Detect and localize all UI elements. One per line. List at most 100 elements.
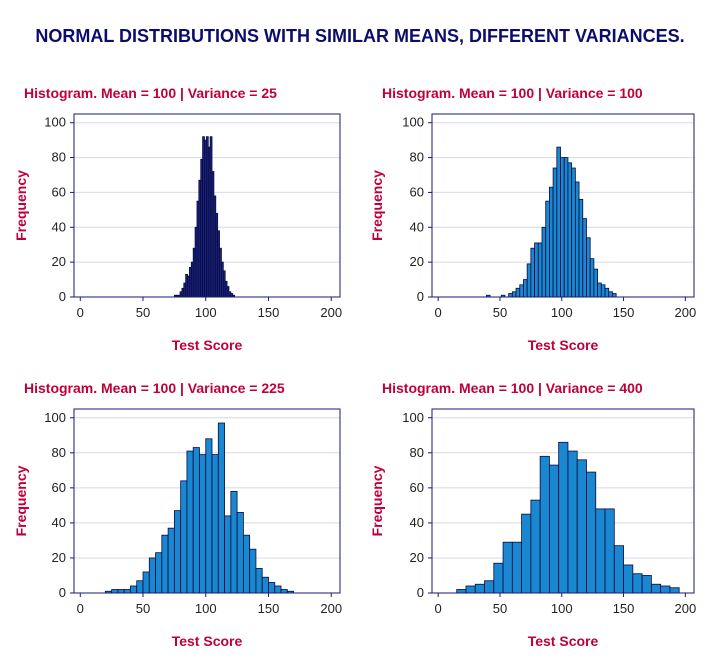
panel-title: Histogram. Mean = 100 | Variance = 225 xyxy=(24,380,285,396)
histogram-bar xyxy=(567,450,578,594)
histogram-bar xyxy=(650,583,662,594)
x-tick-label: 150 xyxy=(613,305,635,320)
y-tick-label: 100 xyxy=(402,115,424,130)
x-tick-label: 200 xyxy=(320,305,342,320)
histogram-bar xyxy=(268,582,276,594)
histogram-bar xyxy=(560,157,565,298)
histogram-bar xyxy=(474,583,485,594)
histogram-bar xyxy=(205,438,213,594)
histogram-panel-4: Histogram. Mean = 100 | Variance = 400 0 2… xyxy=(369,380,696,649)
x-tick-label: 0 xyxy=(435,305,442,320)
histogram-bar xyxy=(541,226,547,298)
histogram-bar xyxy=(604,287,610,298)
histogram-bar xyxy=(180,480,188,594)
histogram-bar xyxy=(537,242,543,298)
y-tick-label: 60 xyxy=(410,480,424,495)
histogram-bar xyxy=(508,293,513,298)
y-tick-label: 40 xyxy=(52,515,66,530)
y-axis-label: Frequency xyxy=(369,170,385,241)
histogram-bar xyxy=(641,575,652,594)
y-axis-label: Frequency xyxy=(13,465,29,536)
x-tick-label: 100 xyxy=(551,305,573,320)
histogram-bar xyxy=(519,284,524,298)
histogram-bar xyxy=(142,571,150,594)
histogram-bar xyxy=(186,450,194,594)
histogram-bar xyxy=(582,218,587,298)
histogram-bar xyxy=(217,422,225,594)
histogram-bar xyxy=(660,585,671,594)
y-tick-label: 0 xyxy=(59,585,66,600)
histogram-bar xyxy=(465,585,476,594)
histogram-bar xyxy=(623,564,634,594)
y-tick-label: 20 xyxy=(410,550,424,565)
histogram-bar xyxy=(576,459,587,594)
y-tick-label: 60 xyxy=(52,184,66,199)
histogram-bar xyxy=(534,242,539,298)
histogram-bar xyxy=(613,545,624,594)
histogram-bar xyxy=(456,589,467,594)
histogram-bar xyxy=(604,508,615,594)
histogram-bar xyxy=(511,541,522,594)
x-tick-label: 200 xyxy=(674,305,696,320)
histogram-bar xyxy=(167,527,175,594)
histogram-bar xyxy=(600,284,606,298)
histogram-bar xyxy=(192,447,200,594)
histogram-bar xyxy=(586,471,597,594)
x-tick-label: 100 xyxy=(195,601,217,616)
y-tick-label: 100 xyxy=(44,115,66,130)
histogram-bar xyxy=(261,576,269,594)
y-tick-label: 20 xyxy=(52,550,66,565)
y-tick-label: 20 xyxy=(52,254,66,269)
x-tick-label: 50 xyxy=(493,601,507,616)
histogram-bar xyxy=(484,580,495,594)
x-tick-label: 100 xyxy=(195,305,217,320)
histogram-bar xyxy=(502,541,513,594)
x-tick-label: 0 xyxy=(77,601,84,616)
y-tick-label: 40 xyxy=(410,219,424,234)
x-tick-label: 50 xyxy=(136,305,150,320)
histogram-bar xyxy=(136,580,144,594)
main-title: NORMAL DISTRIBUTIONS WITH SIMILAR MEANS,… xyxy=(35,26,685,46)
histogram-bar xyxy=(556,146,561,298)
histogram-panel-3: Histogram. Mean = 100 | Variance = 225 0 2… xyxy=(13,380,342,649)
histogram-bar xyxy=(593,268,599,298)
panel-title: Histogram. Mean = 100 | Variance = 100 xyxy=(382,85,643,101)
y-tick-label: 80 xyxy=(52,445,66,460)
x-tick-label: 200 xyxy=(674,601,696,616)
histogram-bar xyxy=(539,455,550,594)
histogram-bar xyxy=(130,585,138,594)
histogram-bar xyxy=(586,237,591,298)
histogram-bar xyxy=(155,552,163,594)
x-tick-label: 0 xyxy=(77,305,84,320)
histogram-panel-2: Histogram. Mean = 100 | Variance = 100 0 2… xyxy=(369,85,696,353)
x-tick-label: 150 xyxy=(258,305,280,320)
histogram-bar xyxy=(545,200,550,298)
x-tick-label: 0 xyxy=(435,601,442,616)
histogram-bar xyxy=(632,573,643,594)
histogram-bar xyxy=(274,585,282,594)
x-tick-label: 50 xyxy=(493,305,507,320)
histogram-bar xyxy=(669,587,680,594)
y-tick-label: 80 xyxy=(52,150,66,165)
y-tick-label: 100 xyxy=(44,410,66,425)
histogram-bar xyxy=(173,510,182,594)
histogram-bar xyxy=(224,515,232,594)
plot-frame xyxy=(73,408,341,594)
histogram-bar xyxy=(567,162,573,298)
x-tick-label: 200 xyxy=(320,601,342,616)
histogram-bar xyxy=(589,258,595,298)
histogram-bar xyxy=(199,454,207,594)
histogram-bar xyxy=(578,198,584,298)
histogram-bar xyxy=(230,490,238,594)
plot-frame xyxy=(431,113,695,298)
y-tick-label: 60 xyxy=(410,184,424,199)
histogram-bar xyxy=(552,167,558,298)
y-axis-label: Frequency xyxy=(369,465,385,536)
y-tick-label: 80 xyxy=(410,445,424,460)
y-tick-label: 40 xyxy=(52,219,66,234)
histogram-bar xyxy=(117,589,125,594)
histogram-bar xyxy=(563,157,569,298)
x-tick-label: 150 xyxy=(613,601,635,616)
histogram-bar xyxy=(597,282,602,298)
